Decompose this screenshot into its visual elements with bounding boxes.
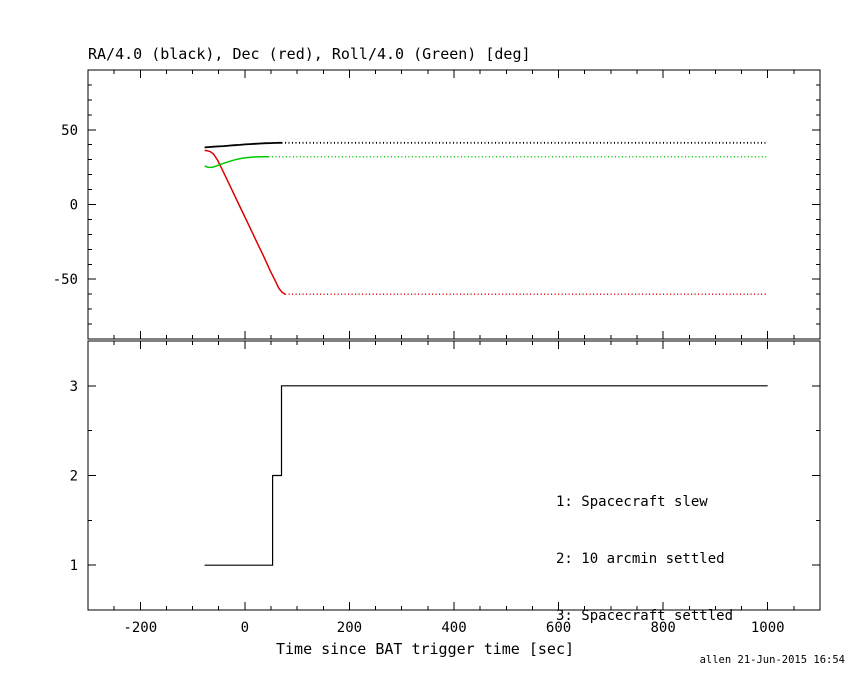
y-tick-label: -50 (53, 272, 78, 288)
legend-line-10arcmin: 2: 10 arcmin settled (556, 551, 725, 567)
state-legend: 1: Spacecraft slew 2: 10 arcmin settled … (556, 455, 733, 664)
x-tick-label: 200 (337, 620, 362, 636)
x-axis-label: Time since BAT trigger time [sec] (275, 640, 574, 658)
y-tick-label: 1 (70, 558, 78, 574)
y-tick-label: 2 (70, 469, 78, 485)
series-state (204, 385, 768, 566)
series-roll (204, 155, 269, 169)
panel-0: -50 0 50 (53, 69, 821, 340)
y-tick-label: 0 (70, 198, 78, 214)
y-tick-label: 50 (61, 123, 78, 139)
legend-line-settled: 3: Spacecraft settled (556, 608, 734, 624)
x-tick-label: -200 (123, 620, 157, 636)
y-tick-label: 3 (70, 379, 78, 395)
panel-1: 1 2 3 -200 0 200 400 600 800 1000 (70, 340, 821, 636)
x-tick-label: 800 (650, 620, 675, 636)
x-tick-label: 400 (441, 620, 466, 636)
series-dec (204, 149, 286, 295)
x-tick-label: 1000 (751, 620, 785, 636)
legend-line-slew: 1: Spacecraft slew (556, 494, 708, 510)
credit-stamp: allen 21-Jun-2015 16:54 (699, 654, 845, 666)
panel-frame (87, 69, 821, 340)
series-ra (204, 141, 282, 149)
chart-title: RA/4.0 (black), Dec (red), Roll/4.0 (Gre… (88, 45, 531, 63)
x-tick-label: 0 (241, 620, 249, 636)
x-tick-label: 600 (546, 620, 571, 636)
